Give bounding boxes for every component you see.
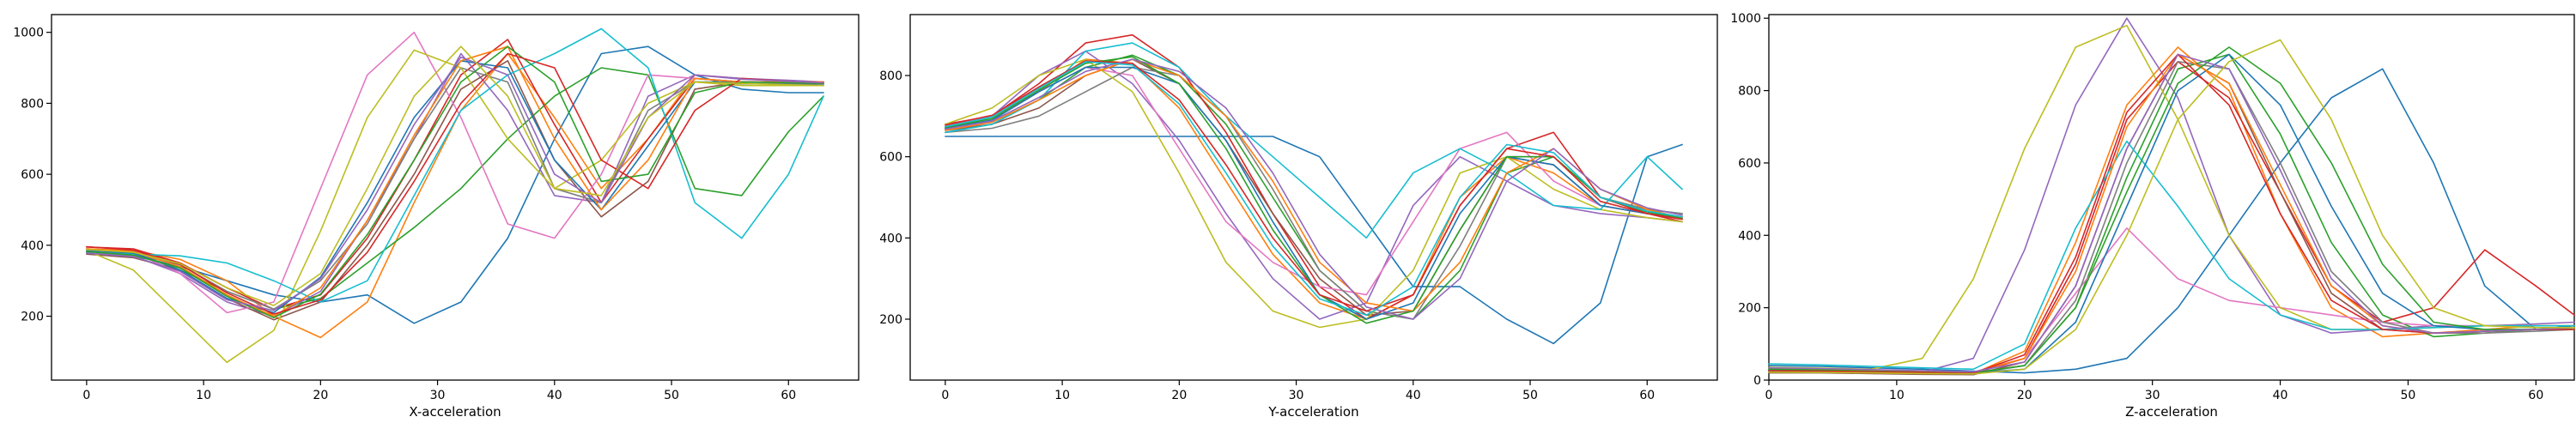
series-line-16 (945, 61, 1683, 317)
y-tick-label: 0 (1753, 374, 1761, 388)
x-axis-label: Y-acceleration (1267, 404, 1358, 420)
series-line-1 (945, 136, 1683, 345)
x-tick-label: 20 (1171, 389, 1187, 402)
series-lines (1768, 17, 2575, 376)
y-tick-label: 1000 (1730, 12, 1761, 26)
series-line-13 (86, 45, 824, 319)
x-tick-label: 40 (2273, 389, 2288, 402)
series-line-15 (1768, 53, 2575, 373)
series-lines (945, 33, 1683, 345)
tick-labels: 0 10 20 30 40 50 60 200 400 600 800 1000 (13, 27, 796, 402)
series-line-10 (945, 42, 1683, 239)
y-tick-label: 600 (1738, 157, 1761, 171)
x-tick-label: 30 (430, 389, 446, 402)
series-line-15 (86, 56, 824, 311)
plot-frame (51, 14, 860, 381)
x-tick-label: 50 (2401, 389, 2416, 402)
x-tick-label: 10 (1889, 389, 1905, 402)
x-acceleration-panel: 0 10 20 30 40 50 60 200 400 600 800 1000 X-accelera… (13, 14, 860, 420)
series-line-14 (86, 52, 824, 315)
x-tick-label: 40 (1406, 389, 1421, 402)
tick-marks (46, 32, 789, 385)
x-tick-label: 50 (1522, 389, 1538, 402)
series-line-9 (86, 49, 824, 364)
x-tick-label: 10 (1054, 389, 1070, 402)
series-line-16 (86, 45, 824, 306)
x-tick-label: 0 (1765, 389, 1773, 402)
x-tick-label: 10 (196, 389, 211, 402)
series-line-15 (945, 58, 1683, 320)
y-tick-label: 800 (21, 97, 44, 111)
series-line-14 (945, 60, 1683, 312)
y-tick-label: 200 (21, 311, 44, 324)
series-line-10 (86, 27, 824, 303)
series-line-3 (86, 67, 824, 311)
y-tick-label: 800 (879, 69, 902, 83)
x-tick-label: 30 (2145, 389, 2160, 402)
y-tick-label: 800 (1738, 85, 1761, 99)
x-tick-label: 50 (664, 389, 679, 402)
x-tick-label: 60 (781, 389, 796, 402)
x-tick-label: 0 (82, 389, 90, 402)
tick-labels: 0 10 20 30 40 50 60 200 400 600 800 (879, 69, 1655, 402)
y-tick-label: 200 (1738, 302, 1761, 316)
x-tick-label: 20 (313, 389, 328, 402)
tick-marks (905, 75, 1648, 385)
x-tick-label: 20 (2017, 389, 2032, 402)
x-tick-label: 60 (1639, 389, 1655, 402)
plot-frame (1768, 14, 2575, 381)
x-tick-label: 0 (941, 389, 949, 402)
tick-marks (1764, 17, 2537, 385)
x-tick-label: 30 (1289, 389, 1304, 402)
x-tick-label: 40 (547, 389, 562, 402)
y-tick-label: 1000 (13, 27, 44, 40)
series-line-16 (1768, 39, 2575, 375)
y-tick-label: 600 (21, 168, 44, 182)
x-axis-label: X-acceleration (409, 404, 501, 420)
series-line-12 (86, 45, 824, 317)
series-line-1 (1768, 68, 2575, 374)
y-tick-label: 200 (879, 313, 902, 327)
y-tick-label: 400 (21, 239, 44, 253)
y-tick-label: 600 (879, 151, 902, 165)
x-tick-label: 60 (2528, 389, 2543, 402)
series-line-5 (945, 50, 1683, 320)
y-tick-label: 400 (1738, 229, 1761, 243)
y-tick-label: 400 (879, 232, 902, 245)
series-line-9 (945, 58, 1683, 329)
y-acceleration-panel: 0 10 20 30 40 50 60 200 400 600 800 Y-acceleration (879, 14, 1718, 420)
plot-frame (909, 14, 1718, 381)
x-axis-label: Z-acceleration (2125, 404, 2218, 420)
series-lines (86, 27, 824, 364)
